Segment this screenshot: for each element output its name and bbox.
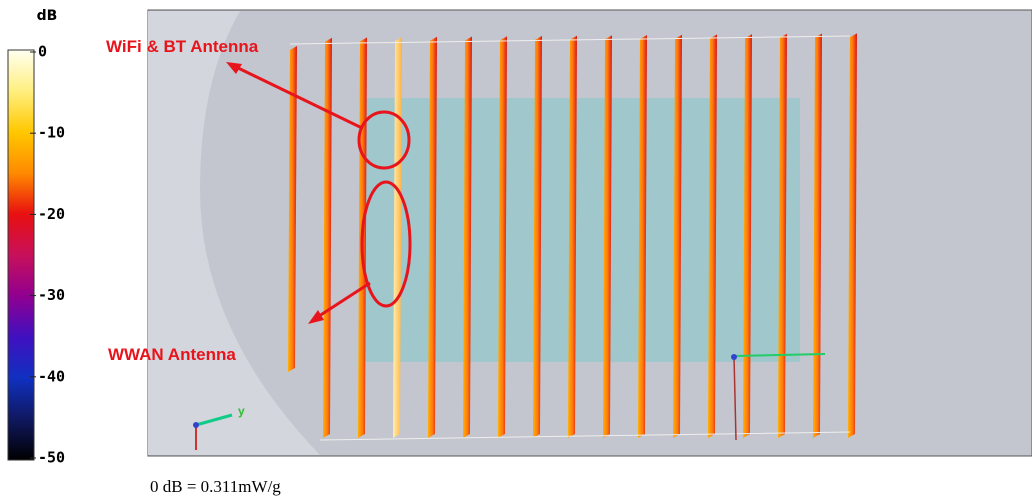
- axis-origin: [193, 422, 199, 428]
- annotation-wwan: WWAN Antenna: [108, 345, 236, 364]
- colorbar: [8, 50, 34, 460]
- probe-origin: [731, 354, 737, 360]
- figure: dB 0-10-20-30-40-50 y WiFi & BT Antenna …: [0, 0, 1032, 502]
- measurement-plane: [360, 98, 800, 362]
- tick-label: -10: [38, 124, 65, 142]
- tick-label: 0: [38, 43, 47, 61]
- annotation-wifi-bt: WiFi & BT Antenna: [106, 37, 259, 56]
- tick-label: -20: [38, 205, 65, 223]
- footer-note: 0 dB = 0.311mW/g: [150, 477, 281, 496]
- tick-label: -30: [38, 286, 65, 304]
- page: dB 0-10-20-30-40-50 y WiFi & BT Antenna …: [0, 0, 1032, 502]
- tick-label: -40: [38, 367, 65, 385]
- tick-label: -50: [38, 449, 65, 467]
- axis-label: y: [238, 404, 245, 418]
- colorbar-unit: dB: [37, 8, 58, 24]
